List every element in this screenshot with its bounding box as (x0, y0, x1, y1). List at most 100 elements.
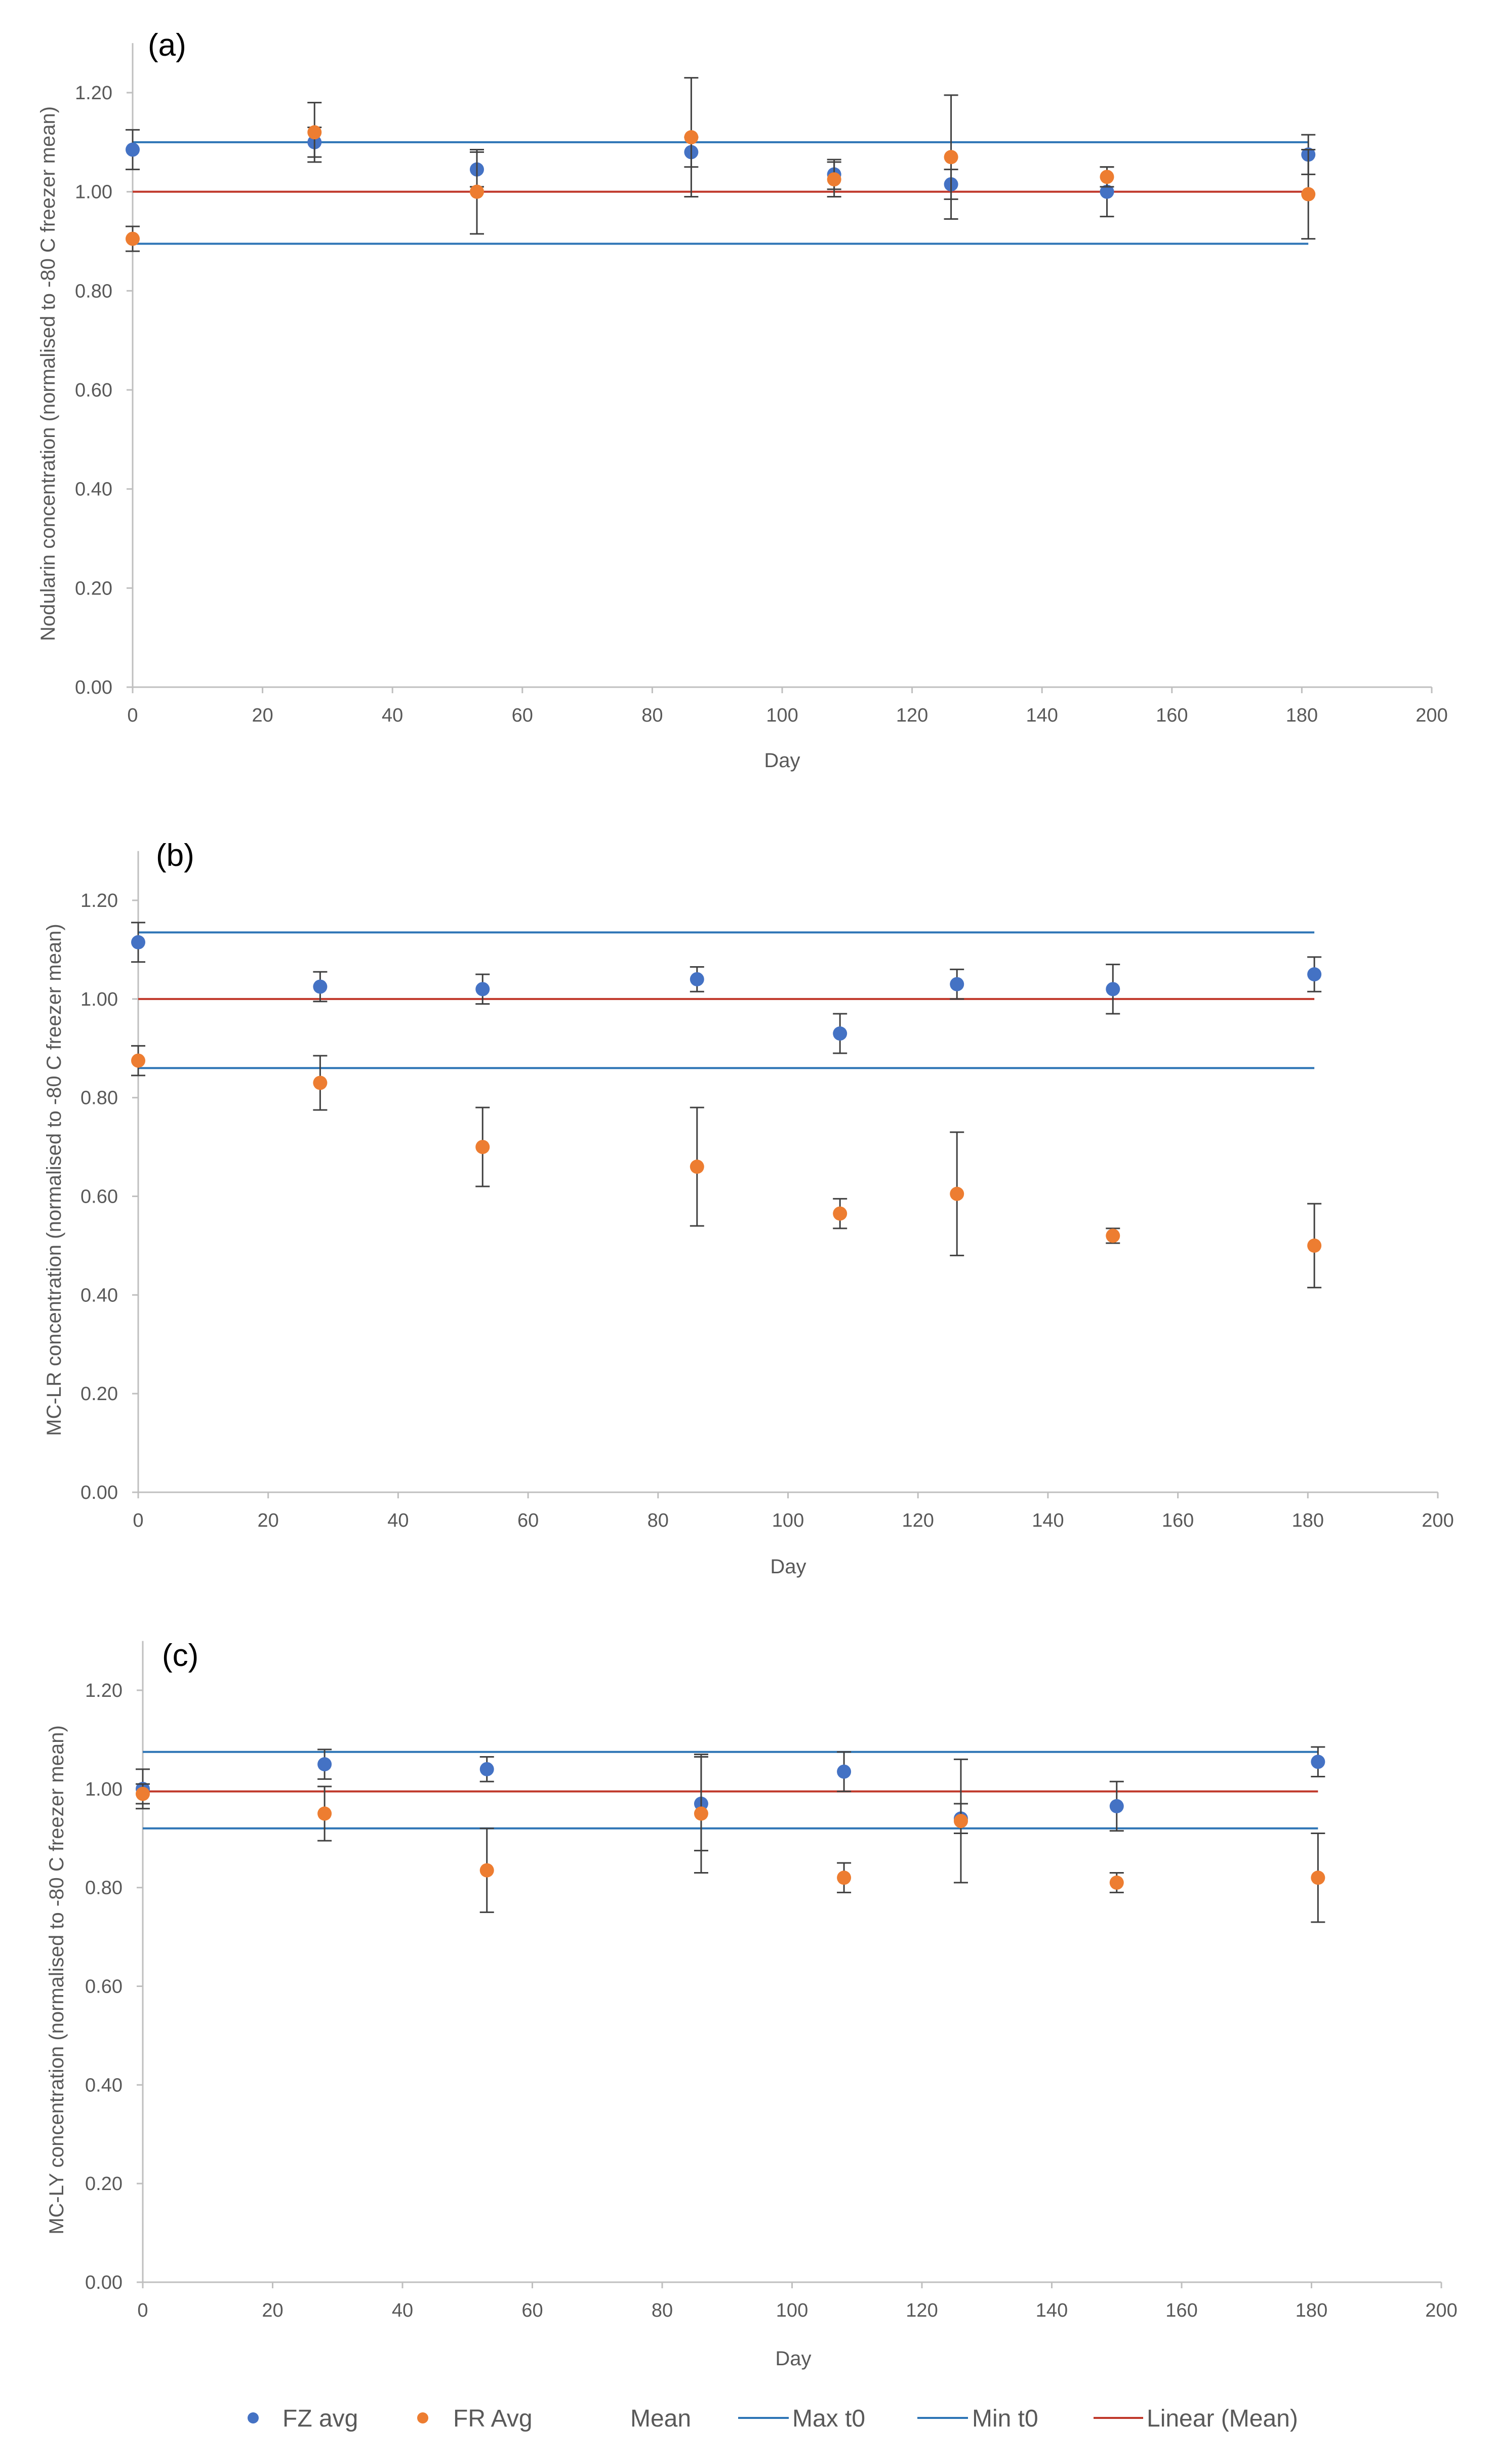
x-tick-label: 180 (1286, 705, 1318, 726)
x-tick-label: 100 (776, 2300, 808, 2321)
x-tick-label: 40 (382, 705, 403, 726)
fz-avg-point (690, 972, 704, 986)
y-tick-label: 1.20 (75, 83, 112, 104)
fz-avg-point (837, 1764, 852, 1779)
y-tick-label: 0.40 (80, 1285, 118, 1306)
fr-avg-point (1106, 1228, 1120, 1243)
fz-avg-point (131, 935, 145, 949)
y-axis-title: MC-LR concentration (normalised to -80 C… (43, 924, 65, 1436)
panel-b: (b) Day MC-LR concentration (normalised … (43, 838, 1454, 1578)
y-tick-label: 0.20 (75, 578, 112, 599)
y-tick-label: 1.00 (80, 989, 118, 1010)
fr-avg-point (1109, 1875, 1124, 1890)
fz-avg-point (479, 1762, 494, 1776)
x-tick-label: 20 (258, 1510, 279, 1531)
y-tick-label: 0.20 (80, 1383, 118, 1405)
panel-c: (c) Day MC-LY concentration (normalised … (46, 1638, 1458, 2370)
y-tick-label: 0.40 (75, 479, 112, 500)
x-tick-label: 20 (252, 705, 273, 726)
x-tick-label: 140 (1036, 2300, 1068, 2321)
panel-label: (b) (156, 838, 194, 873)
x-tick-label: 120 (896, 705, 928, 726)
y-axis-title: Nodularin concentration (normalised to -… (37, 106, 59, 641)
x-tick-label: 180 (1292, 1510, 1324, 1531)
x-tick-label: 120 (906, 2300, 938, 2321)
x-tick-label: 40 (387, 1510, 409, 1531)
y-tick-label: 0.60 (80, 1186, 118, 1208)
x-tick-label: 100 (766, 705, 798, 726)
x-tick-label: 0 (137, 2300, 148, 2321)
legend-label-fz-avg: FZ avg (282, 2405, 358, 2432)
fz-avg-point (475, 982, 490, 997)
fr-avg-point (479, 1863, 494, 1878)
fz-avg-point (1307, 967, 1322, 982)
fr-avg-point (953, 1814, 968, 1829)
x-tick-label: 60 (517, 1510, 539, 1531)
y-tick-label: 1.00 (85, 1779, 123, 1800)
x-tick-label: 200 (1422, 1510, 1453, 1531)
legend-label-min-t0: Min t0 (972, 2405, 1038, 2432)
x-tick-label: 200 (1425, 2300, 1457, 2321)
fr-avg-point (837, 1871, 852, 1885)
y-tick-label: 0.60 (75, 380, 112, 401)
x-tick-label: 160 (1162, 1510, 1194, 1531)
x-tick-label: 140 (1026, 705, 1058, 726)
fr-avg-point (475, 1140, 490, 1155)
x-tick-label: 60 (521, 2300, 543, 2321)
fr-avg-point (827, 172, 841, 187)
fz-avg-point (1311, 1755, 1325, 1769)
fr-avg-point (313, 1076, 328, 1090)
x-axis-title: Day (764, 749, 800, 772)
fr-avg-point (131, 1053, 145, 1068)
fr-avg-point (469, 184, 484, 199)
fr-avg-point (694, 1806, 708, 1821)
x-tick-label: 40 (392, 2300, 413, 2321)
fz-avg-point (833, 1026, 847, 1041)
legend-label-fr-avg: FR Avg (453, 2405, 533, 2432)
legend-marker-fz-avg (248, 2412, 259, 2423)
panel-a: (a) Day Nodularin concentration (normali… (37, 28, 1448, 772)
x-tick-label: 140 (1032, 1510, 1064, 1531)
fr-avg-point (950, 1186, 964, 1201)
x-tick-label: 0 (133, 1510, 143, 1531)
x-tick-label: 80 (648, 1510, 669, 1531)
fz-avg-point (950, 977, 964, 991)
fz-avg-point (313, 979, 328, 994)
y-tick-label: 1.20 (80, 890, 118, 911)
x-tick-label: 160 (1156, 705, 1188, 726)
x-tick-label: 0 (127, 705, 138, 726)
fr-avg-point (944, 150, 958, 165)
legend-label-mean: Mean (630, 2405, 691, 2432)
y-tick-label: 0.80 (75, 281, 112, 302)
x-tick-label: 120 (902, 1510, 934, 1531)
x-tick-label: 20 (262, 2300, 283, 2321)
y-tick-label: 1.20 (85, 1680, 123, 1701)
fr-avg-point (136, 1786, 150, 1801)
x-tick-label: 200 (1416, 705, 1447, 726)
x-tick-label: 80 (652, 2300, 673, 2321)
fr-avg-point (1311, 1871, 1325, 1885)
y-tick-label: 1.00 (75, 182, 112, 203)
fz-avg-point (1100, 184, 1114, 199)
fz-avg-point (126, 142, 140, 157)
x-axis-title: Day (775, 2348, 811, 2370)
y-tick-label: 0.60 (85, 1976, 123, 1998)
y-tick-label: 0.80 (80, 1088, 118, 1109)
fr-avg-point (307, 125, 322, 140)
y-tick-label: 0.80 (85, 1878, 123, 1899)
legend-label-max-t0: Max t0 (792, 2405, 865, 2432)
x-tick-label: 60 (512, 705, 533, 726)
legend-marker-fr-avg (417, 2412, 428, 2423)
y-tick-label: 0.40 (85, 2075, 123, 2096)
fr-avg-point (690, 1160, 704, 1174)
y-tick-label: 0.20 (85, 2173, 123, 2195)
fr-avg-point (126, 231, 140, 246)
fr-avg-point (833, 1206, 847, 1221)
fr-avg-point (1307, 1238, 1322, 1253)
fr-avg-point (1100, 170, 1114, 184)
y-tick-label: 0.00 (85, 2272, 123, 2293)
x-axis-title: Day (770, 1556, 806, 1578)
y-tick-label: 0.00 (80, 1482, 118, 1503)
x-tick-label: 80 (641, 705, 663, 726)
x-tick-label: 180 (1296, 2300, 1327, 2321)
